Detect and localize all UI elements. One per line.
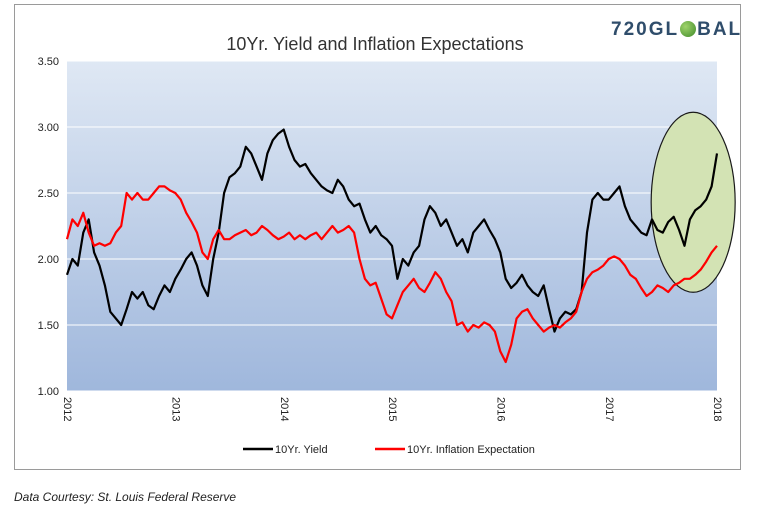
x-tick-label: 2014 (278, 397, 290, 421)
globe-icon (680, 21, 697, 37)
chart-title: 10Yr. Yield and Inflation Expectations (226, 34, 523, 54)
y-tick-label: 2.50 (38, 188, 59, 200)
y-tick-label: 3.50 (38, 56, 59, 68)
logo-text-right: BAL (697, 19, 741, 40)
logo-text-left: 720GL (611, 19, 680, 40)
x-tick-label: 2013 (169, 397, 181, 421)
series-line-inflation (65, 185, 718, 364)
x-tick-label: 2018 (711, 397, 723, 421)
legend: 10Yr. Yield 10Yr. Inflation Expectation (243, 444, 535, 456)
x-tick-label: 2016 (494, 397, 506, 421)
x-tick-label: 2017 (603, 397, 615, 421)
y-tick-label: 1.00 (38, 386, 59, 398)
legend-label: 10Yr. Yield (275, 444, 328, 456)
brand-logo: 720GL BAL (611, 19, 741, 41)
series-line-yield (65, 128, 719, 333)
legend-label: 10Yr. Inflation Expectation (407, 444, 535, 456)
chart-frame: 1.00 1.50 2.00 2.50 3.00 3.50 2012 2013 2014 2015… (14, 4, 741, 470)
y-tick-label: 2.00 (38, 254, 59, 266)
x-tick-label: 2012 (61, 397, 73, 421)
x-tick-label: 2015 (386, 397, 398, 421)
source-caption: Data Courtesy: St. Louis Federal Reserve (14, 490, 237, 504)
y-tick-label: 1.50 (38, 320, 59, 332)
plot-area (67, 61, 717, 391)
chart-svg: 1.00 1.50 2.00 2.50 3.00 3.50 2012 2013 2014 2015… (38, 34, 736, 456)
y-tick-label: 3.00 (38, 122, 59, 134)
highlight-ellipse (650, 111, 736, 293)
